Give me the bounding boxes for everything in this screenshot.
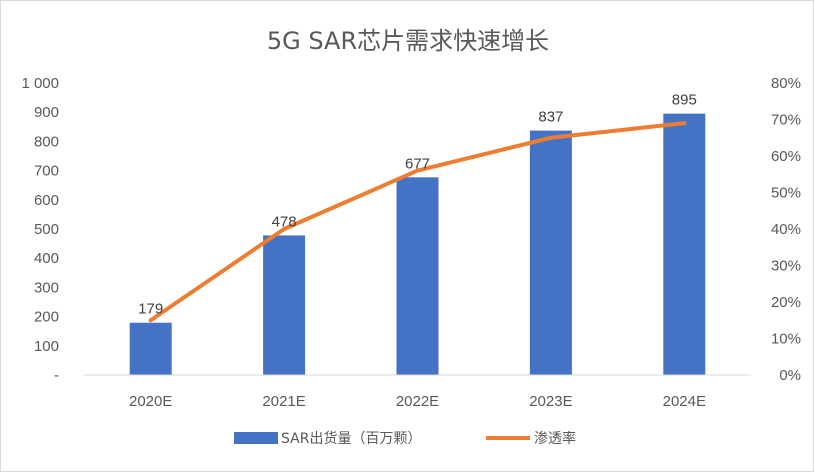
y-left-tick-label: 700 bbox=[34, 163, 59, 180]
line-point bbox=[682, 121, 687, 126]
x-tick-label: 2020E bbox=[129, 393, 172, 410]
y-left-tick-label: 300 bbox=[34, 279, 59, 296]
y-left-tick-label: 800 bbox=[34, 133, 59, 150]
y-right-tick-label: 60% bbox=[771, 148, 801, 165]
y-right-tick-label: 50% bbox=[771, 185, 801, 202]
y-left-tick-label: 100 bbox=[34, 338, 59, 355]
y-right-tick-label: 80% bbox=[771, 75, 801, 92]
y-right-tick-label: 0% bbox=[779, 367, 801, 384]
y-left-tick-label: 1 000 bbox=[21, 75, 59, 92]
y-left-tick-label: 500 bbox=[34, 221, 59, 238]
line-point bbox=[548, 135, 553, 140]
legend-swatch-bar bbox=[234, 432, 278, 444]
y-left-tick-label: 200 bbox=[34, 309, 59, 326]
y-left-tick-label: 400 bbox=[34, 250, 59, 267]
bar-2023e bbox=[529, 130, 572, 375]
y-left-tick-label: 900 bbox=[34, 104, 59, 121]
line-point bbox=[282, 227, 287, 231]
y-left-tick-label: 600 bbox=[34, 192, 59, 209]
bar-2020e bbox=[129, 322, 172, 375]
chart-title: 5G SAR芯片需求快速增长 bbox=[267, 27, 549, 55]
y-right-tick-label: 30% bbox=[771, 258, 801, 275]
x-tick-label: 2024E bbox=[663, 393, 706, 410]
bar-2022e bbox=[396, 177, 439, 375]
y-right-tick-label: 40% bbox=[771, 221, 801, 238]
bar-2021e bbox=[263, 235, 306, 375]
bar-data-label: 837 bbox=[538, 109, 563, 126]
bar-data-label: 478 bbox=[272, 213, 297, 230]
y-right-tick-label: 20% bbox=[771, 294, 801, 311]
bar-2024e bbox=[663, 113, 706, 375]
bar-data-label: 677 bbox=[405, 155, 430, 172]
y-left-tick-label: - bbox=[54, 367, 59, 384]
y-right-tick-label: 10% bbox=[771, 331, 801, 348]
bar-data-label: 179 bbox=[138, 301, 163, 318]
line-point bbox=[148, 318, 153, 323]
x-tick-label: 2022E bbox=[396, 393, 439, 410]
bar-data-label: 895 bbox=[672, 92, 697, 109]
legend-label-bar: SAR出货量（百万颗） bbox=[281, 430, 421, 447]
line-point bbox=[415, 168, 420, 173]
x-tick-label: 2021E bbox=[262, 393, 305, 410]
x-tick-label: 2023E bbox=[529, 393, 572, 410]
legend-label-line: 渗透率 bbox=[534, 430, 576, 447]
y-right-tick-label: 70% bbox=[771, 112, 801, 129]
